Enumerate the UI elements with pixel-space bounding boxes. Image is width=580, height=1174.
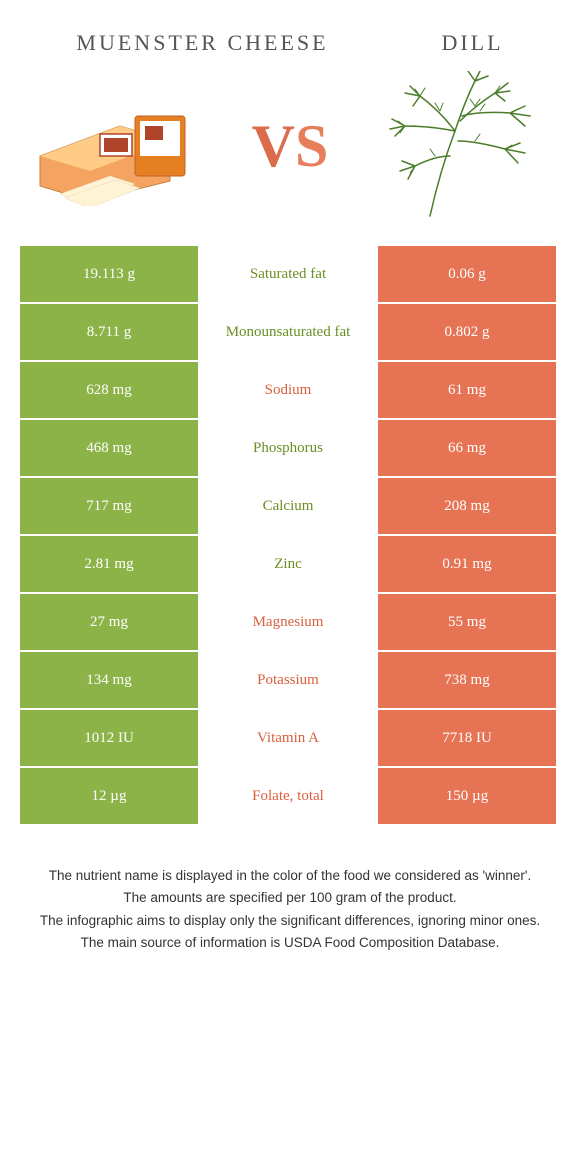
- nutrient-label: Saturated fat: [198, 246, 378, 302]
- footnote-line: The main source of information is USDA F…: [30, 933, 550, 953]
- table-row: 8.711 gMonounsaturated fat0.802 g: [20, 304, 560, 360]
- right-value: 208 mg: [378, 478, 556, 534]
- comparison-table: 19.113 gSaturated fat0.06 g8.711 gMonoun…: [20, 246, 560, 824]
- vs-label: VS: [252, 112, 329, 181]
- header: MUENSTER CHEESE DILL: [0, 0, 580, 66]
- right-value: 61 mg: [378, 362, 556, 418]
- table-row: 717 mgCalcium208 mg: [20, 478, 560, 534]
- left-value: 12 µg: [20, 768, 198, 824]
- right-value: 55 mg: [378, 594, 556, 650]
- right-food-title: DILL: [441, 30, 503, 56]
- nutrient-label: Zinc: [198, 536, 378, 592]
- right-value: 0.802 g: [378, 304, 556, 360]
- nutrient-label: Potassium: [198, 652, 378, 708]
- right-value: 66 mg: [378, 420, 556, 476]
- left-value: 27 mg: [20, 594, 198, 650]
- left-value: 134 mg: [20, 652, 198, 708]
- right-value: 150 µg: [378, 768, 556, 824]
- dill-image: [380, 71, 550, 221]
- right-value: 7718 IU: [378, 710, 556, 766]
- left-value: 717 mg: [20, 478, 198, 534]
- table-row: 2.81 mgZinc0.91 mg: [20, 536, 560, 592]
- right-value: 738 mg: [378, 652, 556, 708]
- table-row: 19.113 gSaturated fat0.06 g: [20, 246, 560, 302]
- footnote-line: The infographic aims to display only the…: [30, 911, 550, 931]
- nutrient-label: Vitamin A: [198, 710, 378, 766]
- nutrient-label: Calcium: [198, 478, 378, 534]
- right-value: 0.91 mg: [378, 536, 556, 592]
- table-row: 27 mgMagnesium55 mg: [20, 594, 560, 650]
- right-value: 0.06 g: [378, 246, 556, 302]
- left-value: 2.81 mg: [20, 536, 198, 592]
- table-row: 1012 IUVitamin A7718 IU: [20, 710, 560, 766]
- left-value: 628 mg: [20, 362, 198, 418]
- table-row: 12 µgFolate, total150 µg: [20, 768, 560, 824]
- nutrient-label: Sodium: [198, 362, 378, 418]
- left-value: 19.113 g: [20, 246, 198, 302]
- left-food-title: MUENSTER CHEESE: [76, 30, 328, 56]
- table-row: 628 mgSodium61 mg: [20, 362, 560, 418]
- nutrient-label: Folate, total: [198, 768, 378, 824]
- images-row: VS: [0, 66, 580, 246]
- table-row: 468 mgPhosphorus66 mg: [20, 420, 560, 476]
- footnote-line: The amounts are specified per 100 gram o…: [30, 888, 550, 908]
- left-value: 8.711 g: [20, 304, 198, 360]
- nutrient-label: Phosphorus: [198, 420, 378, 476]
- cheese-image: [30, 71, 200, 221]
- nutrient-label: Monounsaturated fat: [198, 304, 378, 360]
- left-value: 468 mg: [20, 420, 198, 476]
- footnote-line: The nutrient name is displayed in the co…: [30, 866, 550, 886]
- footnote: The nutrient name is displayed in the co…: [0, 826, 580, 975]
- table-row: 134 mgPotassium738 mg: [20, 652, 560, 708]
- left-value: 1012 IU: [20, 710, 198, 766]
- nutrient-label: Magnesium: [198, 594, 378, 650]
